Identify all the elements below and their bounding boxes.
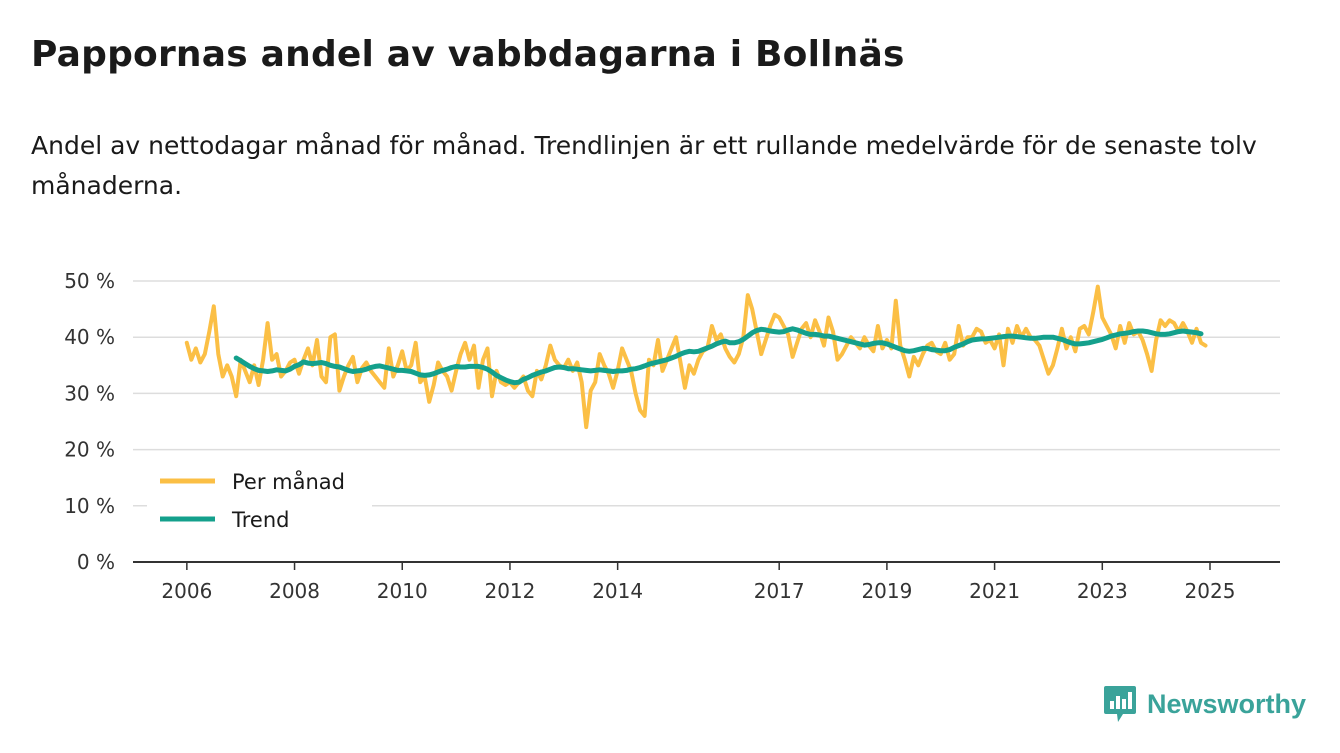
chart-subtitle: Andel av nettodagar månad för månad. Tre… [31,131,1257,200]
y-tick-label-10: 10 % [64,494,115,518]
x-tick-label-2010: 2010 [377,579,428,603]
legend: Per månad Trend [147,462,372,540]
x-tick-label-2012: 2012 [484,579,535,603]
y-tick-label-0: 0 % [77,550,115,574]
x-tick-label-2019: 2019 [861,579,912,603]
x-tick-label-2021: 2021 [969,579,1020,603]
gridlines [133,280,1280,563]
chart-title: Pappornas andel av vabbdagarna i Bollnäs [31,34,905,75]
x-tick-label-2023: 2023 [1077,579,1128,603]
x-tick-label-2017: 2017 [754,579,805,603]
y-tick-label-20: 20 % [64,438,115,462]
series-line-per-manad [184,284,1208,430]
x-tick-label-2025: 2025 [1185,579,1236,603]
y-tick-label-30: 30 % [64,381,115,405]
legend-label-trend: Trend [231,508,289,532]
x-axis-ticks: 2006 2008 2010 2012 2014 2017 2019 2021 2023 2025 [161,562,1235,603]
newsworthy-logo-icon [1104,686,1136,722]
legend-background [147,462,372,540]
series-lines [184,284,1208,430]
series-line-trend [233,326,1204,386]
brand-logo: Newsworthy [1103,684,1306,724]
x-tick-label-2014: 2014 [592,579,643,603]
legend-label-per-manad: Per månad [232,469,345,494]
y-tick-label-40: 40 % [64,325,115,349]
x-tick-label-2006: 2006 [161,579,212,603]
y-axis-ticks: 0 % 10 % 20 % 30 % 40 % 50 % [64,269,115,574]
x-tick-label-2008: 2008 [269,579,320,603]
y-tick-label-50: 50 % [64,269,115,293]
brand-name: Newsworthy [1147,688,1307,719]
